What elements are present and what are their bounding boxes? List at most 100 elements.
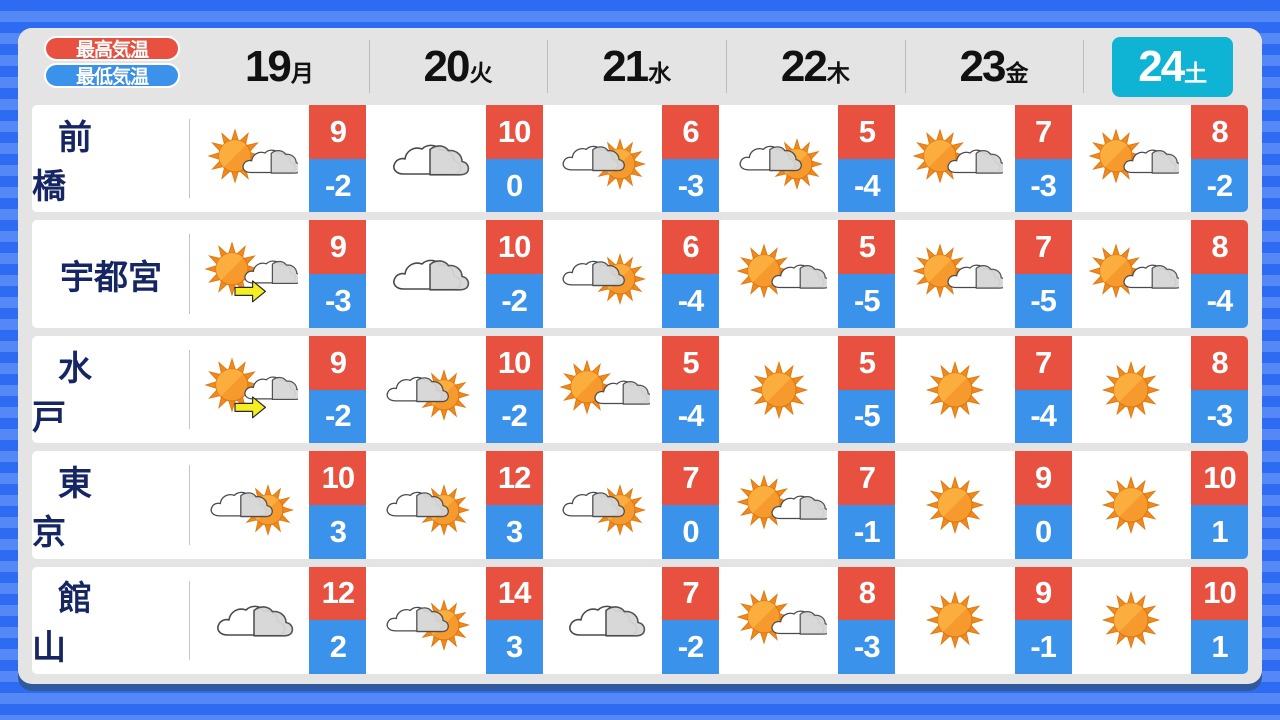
forecast-day-cell[interactable]: 10 0: [366, 105, 543, 213]
sunny-icon: [895, 336, 1014, 443]
cloudy-then-sunny-icon: [543, 451, 662, 558]
high-temp-value: 5: [838, 220, 896, 275]
low-temp-value: -4: [661, 389, 719, 444]
legend-high-temp-label: 最高気温: [75, 40, 149, 61]
low-temp-value: 0: [661, 504, 719, 559]
forecast-day-cell[interactable]: 5 -4: [719, 105, 896, 213]
forecast-day-cell[interactable]: 12 2: [190, 566, 367, 675]
high-temp-value: 7: [661, 566, 719, 621]
date-header-inner: 20 火: [410, 39, 507, 95]
date-header-inner: 21 水: [588, 39, 685, 95]
date-header-cell-21[interactable]: 21 水: [547, 28, 726, 105]
low-temp-value: -2: [485, 274, 543, 328]
sunny-then-cloudy-icon: [719, 220, 838, 327]
forecast-day-cell[interactable]: 7 -5: [895, 220, 1072, 328]
low-temp-value: -4: [838, 158, 896, 213]
forecast-day-cell[interactable]: 10 -2: [366, 220, 543, 328]
date-header-cell-23[interactable]: 23 金: [904, 28, 1084, 105]
temperature-block: 12 3: [485, 451, 543, 559]
temperature-block: 5 -5: [838, 220, 896, 328]
temperature-block: 10 1: [1190, 566, 1248, 675]
forecast-day-cell[interactable]: 5 -4: [543, 335, 719, 444]
temperature-block: 7 -4: [1014, 335, 1072, 444]
high-temp-value: 8: [1190, 105, 1248, 159]
forecast-day-cell[interactable]: 9 -2: [190, 335, 367, 444]
low-temp-value: -2: [1190, 158, 1248, 213]
forecast-row: 宇都宮 9 -3 10 -2 6 -4 5 -5 7 -5 8 -4: [32, 220, 1248, 328]
sunny-arrow-cloudy-icon: [190, 220, 309, 327]
forecast-day-cell[interactable]: 14 3: [366, 566, 543, 675]
temperature-block: 10 0: [485, 105, 543, 213]
city-name-cell[interactable]: 宇都宮: [32, 220, 190, 327]
forecast-day-cell[interactable]: 9 -2: [190, 105, 367, 213]
forecast-day-cell[interactable]: 8 -3: [1072, 335, 1248, 444]
date-header-weekday: 火: [469, 60, 493, 87]
high-temp-value: 10: [309, 451, 367, 505]
forecast-day-cell[interactable]: 10 3: [190, 451, 367, 559]
forecast-day-cell[interactable]: 7 -3: [895, 105, 1072, 213]
high-temp-value: 9: [309, 105, 367, 159]
forecast-day-cell[interactable]: 7 -1: [719, 451, 896, 559]
forecast-row: 前 橋 9 -2 10 0 6 -3 5 -4 7 -3 8 -2: [32, 105, 1248, 213]
low-temp-value: -3: [1190, 389, 1248, 444]
forecast-row: 館 山 12 2 14 3 7 -2 8 -3 9 -1 10 1: [32, 566, 1248, 675]
low-temp-value: -4: [1190, 274, 1248, 328]
forecast-day-cell[interactable]: 10 1: [1072, 451, 1248, 559]
city-name-cell[interactable]: 水 戸: [32, 336, 190, 443]
date-header-cell-19[interactable]: 19 月: [190, 28, 369, 105]
high-temp-value: 6: [661, 220, 719, 275]
date-header-cell-22[interactable]: 22 木: [726, 28, 905, 105]
forecast-day-cell[interactable]: 10 1: [1072, 566, 1248, 675]
city-name-cell[interactable]: 館 山: [32, 567, 190, 674]
forecast-day-cell[interactable]: 7 -2: [543, 566, 719, 675]
forecast-day-cell[interactable]: 7 -4: [895, 335, 1072, 444]
temperature-legend: 最高気温 最低気温: [44, 36, 180, 88]
temperature-block: 10 1: [1190, 451, 1248, 559]
forecast-day-cell[interactable]: 9 -3: [190, 220, 367, 328]
forecast-day-cell[interactable]: 5 -5: [719, 335, 896, 444]
cloudy-then-sunny-icon: [366, 451, 485, 558]
cloudy-then-sunny-icon: [543, 105, 662, 212]
date-header-weekday: 金: [1005, 60, 1029, 87]
forecast-row: 水 戸 9 -2 10 -2 5 -4 5 -5 7 -4 8 -3: [32, 335, 1248, 444]
forecast-day-cell[interactable]: 6 -3: [543, 105, 719, 213]
low-temp-value: -3: [838, 620, 896, 675]
temperature-block: 9 -2: [309, 105, 367, 213]
date-header-cell-24[interactable]: 24 土: [1083, 28, 1262, 105]
high-temp-value: 9: [1014, 451, 1072, 505]
forecast-day-cell[interactable]: 9 -1: [895, 566, 1072, 675]
high-temp-value: 5: [838, 335, 896, 390]
low-temp-value: 3: [309, 504, 367, 559]
low-temp-value: 1: [1190, 620, 1248, 675]
forecast-date-header: 19 月 20 火 21 水 22 木 23 金 24 土: [18, 28, 1262, 105]
forecast-day-cell[interactable]: 8 -4: [1072, 220, 1248, 328]
sunny-icon: [1072, 567, 1191, 674]
temperature-block: 5 -4: [661, 335, 719, 444]
city-name-label: 宇都宮: [60, 257, 162, 298]
cloudy-then-sunny-icon: [366, 567, 485, 674]
temperature-block: 10 3: [309, 451, 367, 559]
forecast-day-cell[interactable]: 10 -2: [366, 335, 543, 444]
date-header-cell-20[interactable]: 20 火: [368, 28, 548, 105]
date-header-weekday: 木: [826, 60, 850, 87]
temperature-block: 6 -3: [661, 105, 719, 213]
forecast-day-cell[interactable]: 8 -3: [719, 566, 896, 675]
city-name-cell[interactable]: 前 橋: [32, 105, 190, 212]
forecast-rows: 前 橋 9 -2 10 0 6 -3 5 -4 7 -3 8 -2 宇都宮 9 -3 10 -2 6 -4 5 -5 7 -5…: [18, 105, 1262, 684]
forecast-day-cell[interactable]: 5 -5: [719, 220, 896, 328]
temperature-block: 14 3: [485, 566, 543, 675]
forecast-day-cell[interactable]: 6 -4: [543, 220, 719, 328]
temperature-block: 7 -2: [661, 566, 719, 675]
temperature-block: 7 -3: [1014, 105, 1072, 213]
forecast-day-cell[interactable]: 8 -2: [1072, 105, 1248, 213]
low-temp-value: 3: [485, 504, 543, 559]
forecast-day-cell[interactable]: 12 3: [366, 451, 543, 559]
sunny-icon: [719, 336, 838, 443]
temperature-block: 6 -4: [661, 220, 719, 328]
city-name-cell[interactable]: 東 京: [32, 451, 190, 558]
temperature-block: 10 -2: [485, 335, 543, 444]
temperature-block: 9 -3: [309, 220, 367, 328]
cloudy-then-sunny-icon: [190, 451, 309, 558]
